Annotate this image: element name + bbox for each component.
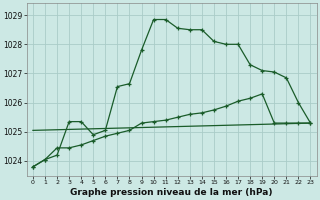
X-axis label: Graphe pression niveau de la mer (hPa): Graphe pression niveau de la mer (hPa)	[70, 188, 273, 197]
